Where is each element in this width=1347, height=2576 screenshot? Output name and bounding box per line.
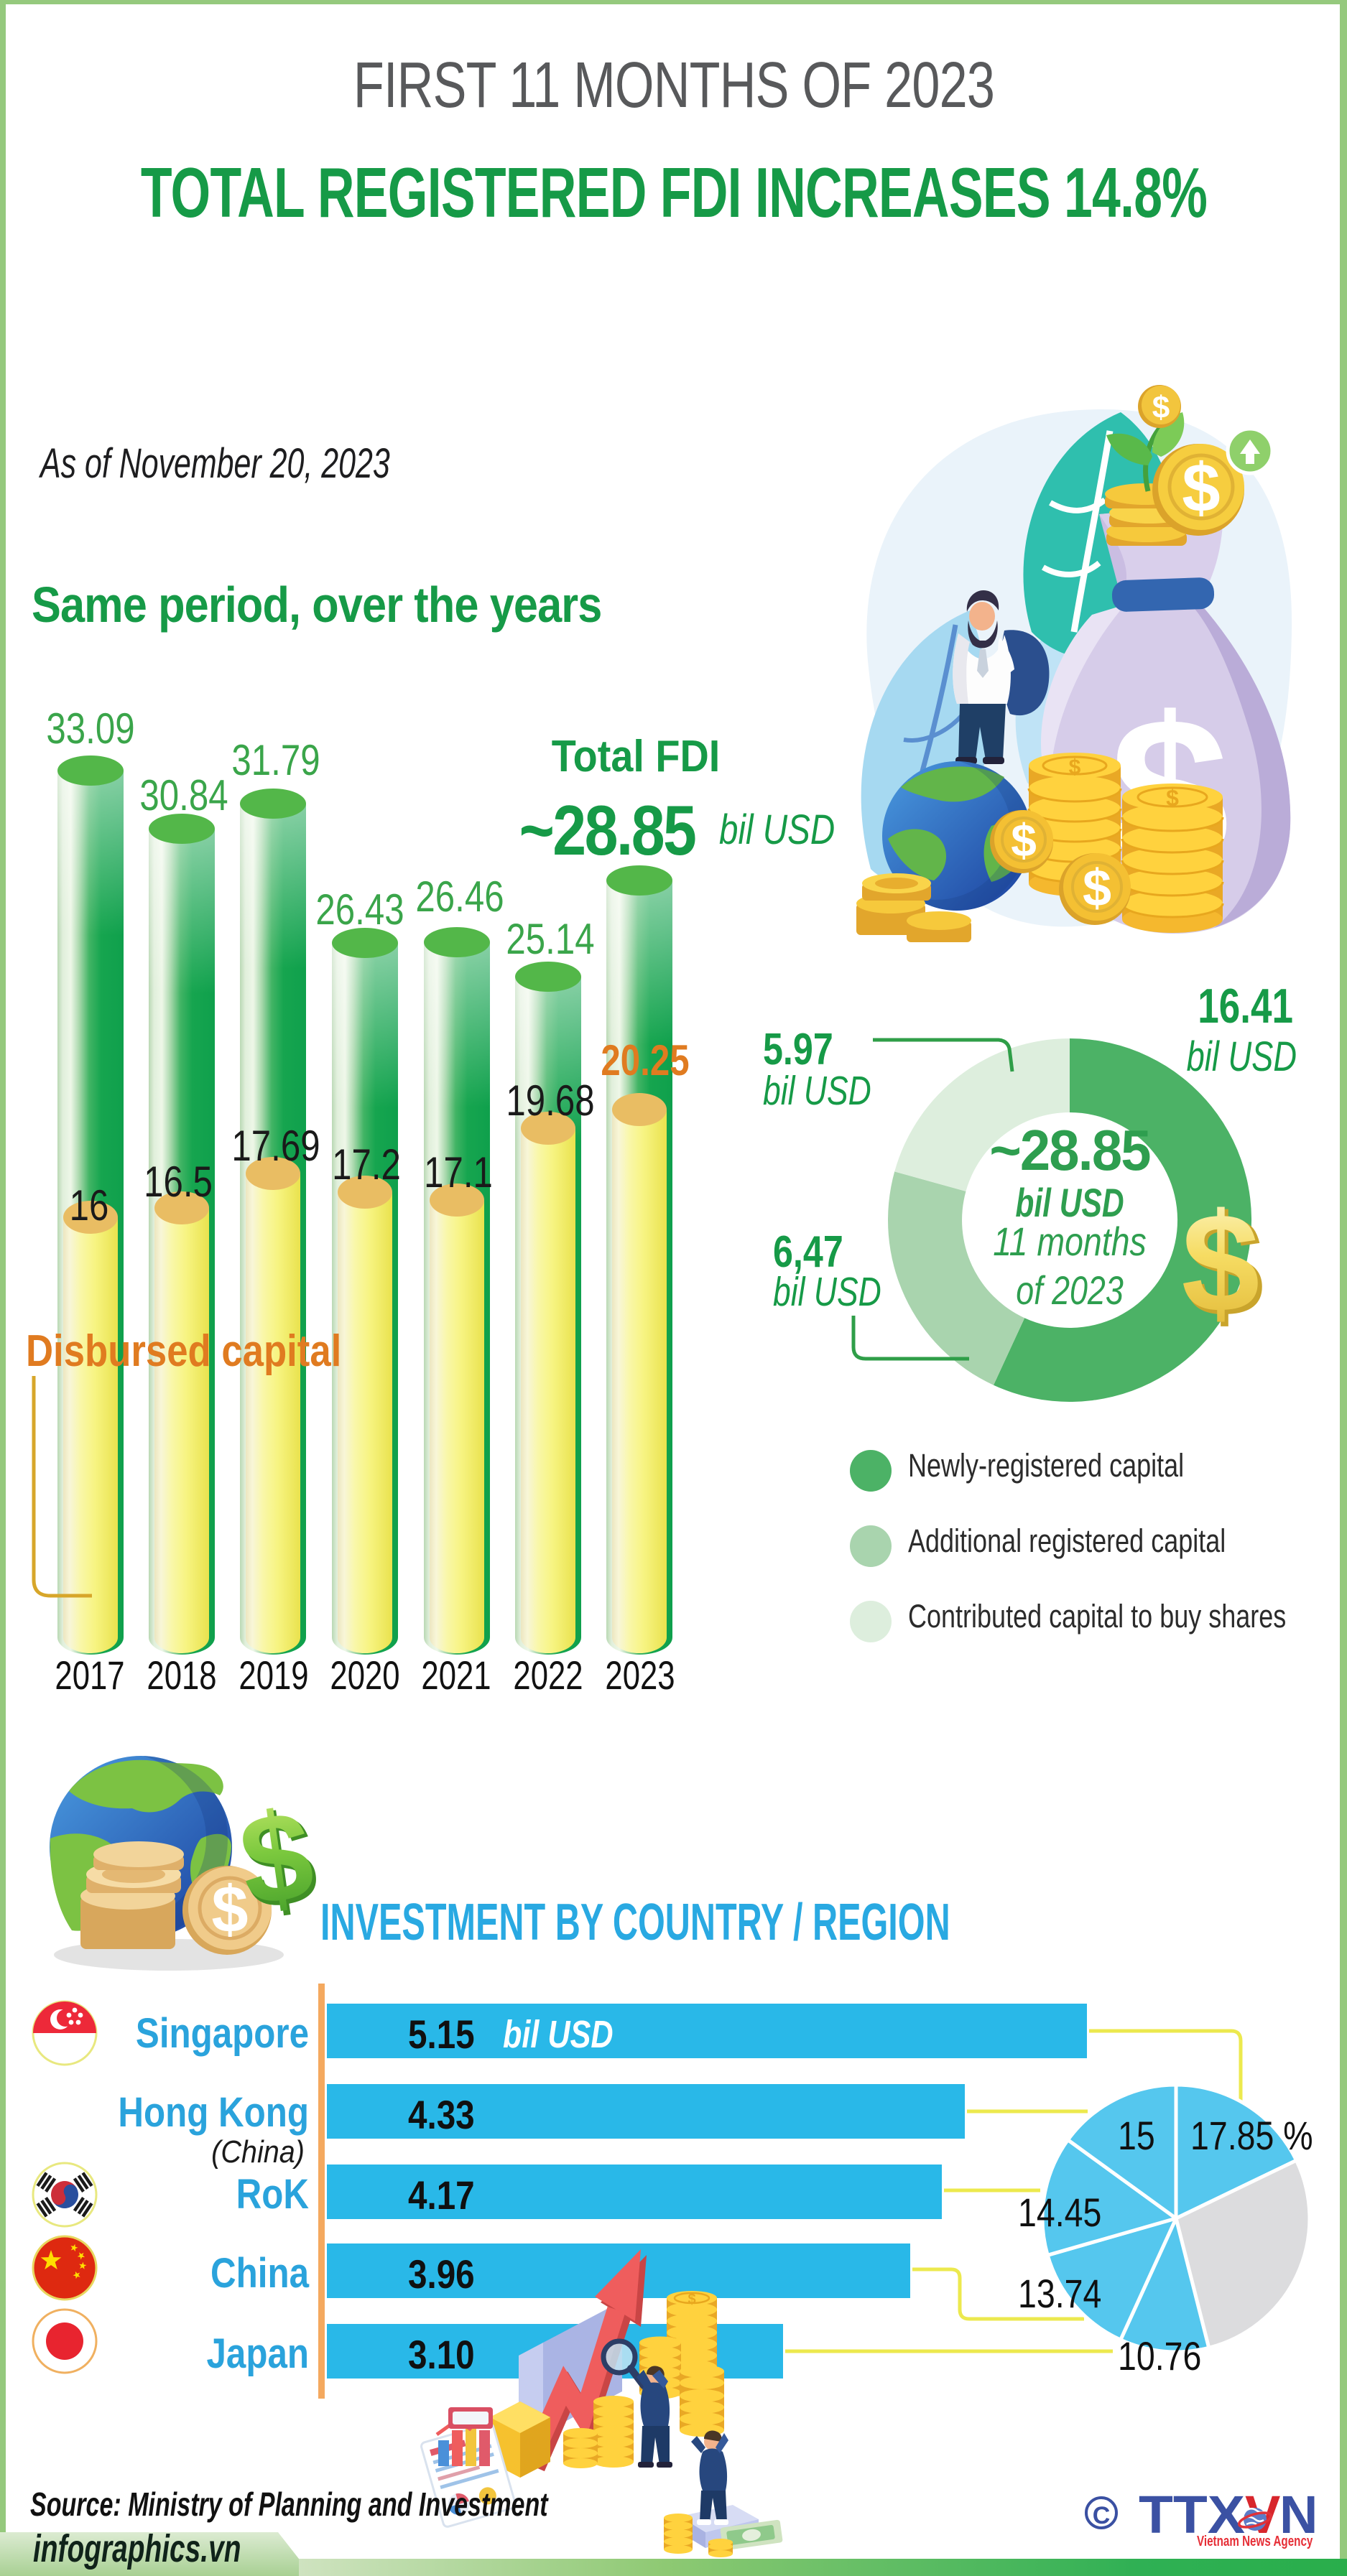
svg-text:$: $ — [1166, 785, 1179, 811]
svg-text:$: $ — [688, 2292, 695, 2307]
svg-text:$: $ — [1182, 450, 1220, 526]
svg-text:$: $ — [211, 1873, 248, 1946]
svg-text:TTX: TTX — [1139, 2485, 1245, 2544]
svg-text:$: $ — [1069, 755, 1081, 779]
svg-text:C: C — [1093, 2502, 1111, 2529]
svg-text:$: $ — [1152, 390, 1170, 425]
svg-text:$: $ — [1181, 1184, 1259, 1342]
svg-text:$: $ — [1083, 860, 1111, 917]
svg-text:$: $ — [1184, 1186, 1264, 1347]
svg-text:$: $ — [1011, 814, 1037, 866]
svg-text:N: N — [1279, 2485, 1318, 2544]
